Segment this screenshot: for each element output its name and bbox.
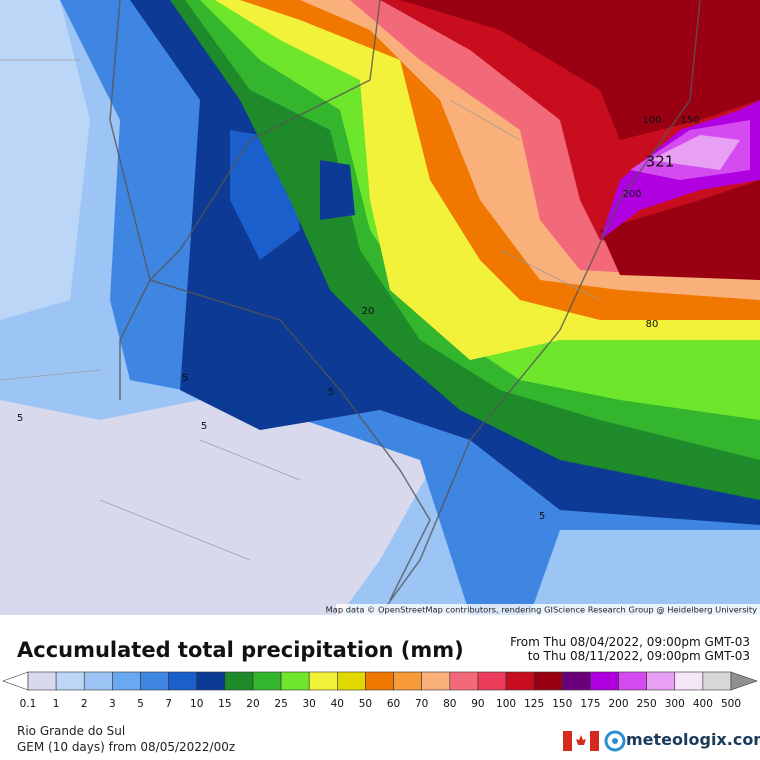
attribution: Map data © OpenStreetMap contributors, r…	[326, 605, 758, 615]
color-legend: 0.1 1 2 3 5 7 10 15 20 25 30 40 50 60 70 80 90 100 125 150 1…	[2, 671, 758, 710]
legend-swatch	[561, 671, 591, 691]
legend-arrow	[2, 671, 29, 691]
legend-label: 80	[443, 698, 456, 710]
legend-label: 7	[165, 698, 172, 710]
legend-label: 20	[246, 698, 259, 710]
contour-label: 5	[328, 387, 334, 398]
attribution-bg	[336, 604, 760, 615]
legend-label: 200	[608, 698, 628, 710]
legend-swatch	[224, 671, 254, 691]
contour-label: 5	[17, 413, 23, 424]
legend-swatch	[393, 671, 422, 691]
contour-label: 150	[680, 115, 699, 126]
contour-label: 321	[646, 153, 675, 171]
legend-label: 0.1	[20, 698, 37, 710]
date-from: From Thu 08/04/2022, 09:00pm GMT-03	[510, 635, 750, 649]
precip-area	[650, 135, 740, 170]
legend-label: 1	[53, 698, 60, 710]
precip-area	[0, 0, 90, 320]
legend-label: 3	[109, 698, 116, 710]
precip-area	[0, 400, 430, 615]
legend-swatch	[337, 671, 366, 691]
date-range: From Thu 08/04/2022, 09:00pm GMT-03 to T…	[510, 635, 750, 663]
title: Accumulated total precipitation (mm)	[17, 638, 464, 662]
legend-swatch	[168, 671, 198, 691]
precip-area	[530, 530, 760, 615]
legend-label: 125	[524, 698, 544, 710]
model-info: GEM (10 days) from 08/05/2022/00z	[17, 740, 236, 754]
contour-label: 5	[182, 373, 188, 384]
legend-swatch	[477, 671, 507, 691]
legend-swatch	[702, 671, 732, 691]
legend-label: 500	[721, 698, 741, 710]
legend-swatch	[533, 671, 563, 691]
legend-label: 15	[218, 698, 231, 710]
legend-swatch	[674, 671, 704, 691]
legend-label: 70	[415, 698, 428, 710]
legend-swatch	[83, 671, 113, 691]
border-line	[109, 0, 701, 615]
legend-swatch	[280, 671, 310, 691]
precip-area	[320, 160, 355, 220]
legend-swatch	[112, 671, 141, 691]
brand-icon	[604, 730, 626, 752]
legend-arrow	[730, 671, 758, 691]
precip-area	[600, 180, 760, 280]
legend-label: 5	[137, 698, 144, 710]
legend-swatch	[421, 671, 451, 691]
legend-label: 50	[359, 698, 372, 710]
legend-swatch	[449, 671, 479, 691]
legend-label: 40	[331, 698, 344, 710]
legend-swatch	[196, 671, 226, 691]
date-to: to Thu 08/11/2022, 09:00pm GMT-03	[527, 649, 750, 663]
legend-swatch	[365, 671, 394, 691]
legend-label: 250	[637, 698, 657, 710]
legend-label: 2	[81, 698, 88, 710]
contour-label: 5	[201, 421, 207, 432]
contour-label: 20	[362, 306, 375, 317]
legend-label: 25	[274, 698, 287, 710]
legend-label: 60	[387, 698, 400, 710]
boundary-line	[0, 59, 601, 561]
legend-swatch	[308, 671, 338, 691]
legend-swatch	[618, 671, 647, 691]
precipitation-map: 321 200 100 150 80 20 5 5 5 5 5 Map data…	[0, 0, 760, 615]
precip-area	[400, 0, 760, 140]
legend-label: 300	[665, 698, 685, 710]
legend-swatch	[140, 671, 169, 691]
canada-flag	[563, 731, 599, 751]
legend-swatch	[27, 671, 57, 691]
contour-label: 200	[622, 189, 641, 200]
legend-label: 150	[552, 698, 572, 710]
legend-label: 400	[693, 698, 713, 710]
legend-swatch	[646, 671, 676, 691]
legend-swatch	[590, 671, 619, 691]
legend-swatch	[252, 671, 282, 691]
legend-swatch	[55, 671, 85, 691]
contour-label: 100	[642, 115, 661, 126]
legend-label: 175	[580, 698, 600, 710]
contour-label: 5	[539, 511, 545, 522]
legend-label: 10	[190, 698, 203, 710]
legend-label: 100	[496, 698, 516, 710]
legend-swatch	[505, 671, 535, 691]
contour-label: 80	[646, 319, 659, 330]
brand: meteologix.com	[626, 730, 760, 749]
region: Rio Grande do Sul	[17, 724, 126, 738]
legend-label: 90	[471, 698, 484, 710]
legend-label: 30	[303, 698, 316, 710]
